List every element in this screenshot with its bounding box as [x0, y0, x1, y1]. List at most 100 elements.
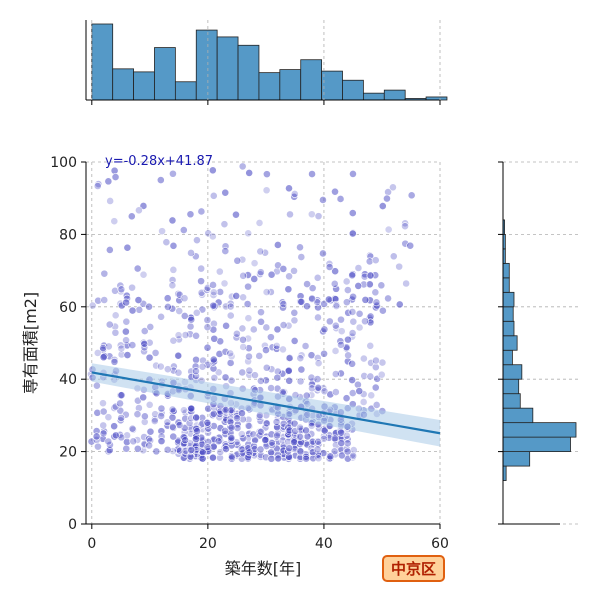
scatter-point: [314, 359, 323, 368]
scatter-point: [221, 347, 230, 356]
scatter-point: [250, 442, 258, 451]
scatter-point: [156, 176, 165, 184]
scatter-point: [348, 209, 357, 217]
scatter-point: [233, 414, 241, 423]
scatter-point: [105, 320, 114, 329]
scatter-point: [163, 445, 172, 454]
scatter-point: [99, 353, 108, 362]
scatter-point: [239, 343, 248, 351]
scatter-point: [249, 325, 258, 334]
scatter-point: [192, 367, 200, 376]
scatter-point: [239, 271, 248, 280]
scatter-point: [168, 304, 177, 313]
scatter-point: [331, 267, 340, 276]
scatter-point: [180, 312, 189, 320]
scatter-point: [203, 323, 212, 332]
scatter-point: [216, 288, 225, 296]
scatter-point: [349, 451, 358, 460]
top-histogram-bar: [321, 70, 343, 101]
scatter-point: [116, 399, 124, 408]
scatter-point: [314, 313, 322, 322]
scatter-point: [238, 255, 247, 264]
scatter-point: [152, 361, 161, 370]
scatter-point: [169, 265, 178, 274]
scatter-point: [133, 410, 142, 419]
right-histogram: [498, 161, 580, 525]
scatter-point: [366, 252, 375, 261]
right-histogram-bar: [502, 364, 523, 380]
scatter-point: [349, 446, 358, 454]
scatter-point: [157, 312, 165, 321]
scatter-point: [372, 356, 380, 365]
scatter-point: [192, 413, 201, 422]
scatter-point: [261, 248, 269, 257]
scatter-point: [106, 197, 115, 205]
y-tick-label: 20: [59, 445, 77, 461]
scatter-point: [244, 421, 253, 430]
scatter-point: [140, 339, 149, 348]
scatter-point: [331, 347, 340, 355]
scatter-point: [193, 427, 202, 436]
scatter-point: [256, 445, 265, 454]
top-histogram-bar: [362, 92, 385, 101]
scatter-point: [99, 399, 107, 408]
scatter-point: [257, 308, 265, 317]
scatter-point: [326, 452, 335, 461]
scatter-point: [151, 348, 160, 357]
scatter-point: [267, 270, 276, 279]
scatter-point: [122, 444, 131, 453]
scatter-point: [162, 238, 171, 247]
scatter-point: [135, 206, 143, 215]
scatter-point: [222, 445, 230, 453]
scatter-point: [128, 424, 137, 433]
scatter-point: [245, 370, 254, 379]
scatter-point: [111, 402, 120, 411]
scatter-point: [221, 427, 229, 435]
scatter-point: [344, 351, 352, 360]
right-histogram-bar: [502, 262, 510, 279]
scatter-point: [308, 437, 317, 446]
scatter-point: [296, 423, 304, 432]
scatter-point: [377, 281, 386, 290]
scatter-point: [279, 300, 288, 308]
scatter-point: [285, 354, 294, 363]
scatter-point: [285, 426, 294, 435]
top-histogram-bar: [258, 72, 281, 101]
scatter-point: [250, 259, 259, 268]
scatter-point: [257, 317, 265, 326]
scatter-point: [174, 368, 183, 377]
scatter-point: [262, 186, 271, 195]
scatter-point: [226, 359, 235, 367]
scatter-point: [338, 451, 346, 460]
scatter-point: [180, 294, 189, 303]
scatter-point: [325, 263, 334, 271]
scatter-point: [139, 393, 148, 402]
scatter-point: [255, 352, 264, 360]
scatter-point: [122, 317, 131, 326]
scatter-point: [128, 283, 136, 292]
scatter-point: [214, 437, 223, 446]
scatter-point: [228, 453, 236, 462]
top-histogram-bar: [91, 23, 114, 101]
scatter-point: [105, 245, 114, 254]
scatter-point: [128, 306, 137, 315]
top-histogram-bar: [342, 79, 364, 101]
scatter-point: [168, 405, 177, 414]
scatter-point: [151, 410, 160, 419]
scatter-point: [245, 448, 254, 457]
scatter-point: [180, 406, 188, 415]
scatter-point: [284, 366, 293, 375]
scatter-point: [354, 264, 363, 272]
scatter-point: [296, 377, 305, 386]
scatter-point: [122, 298, 131, 307]
scatter-point: [262, 419, 271, 428]
scatter-point: [163, 418, 172, 427]
scatter-point: [209, 291, 218, 299]
scatter-point: [169, 366, 178, 375]
scatter-point: [366, 341, 375, 350]
scatter-point: [361, 295, 370, 304]
scatter-point: [210, 334, 219, 343]
scatter-point: [407, 191, 416, 200]
scatter-point: [279, 264, 288, 273]
